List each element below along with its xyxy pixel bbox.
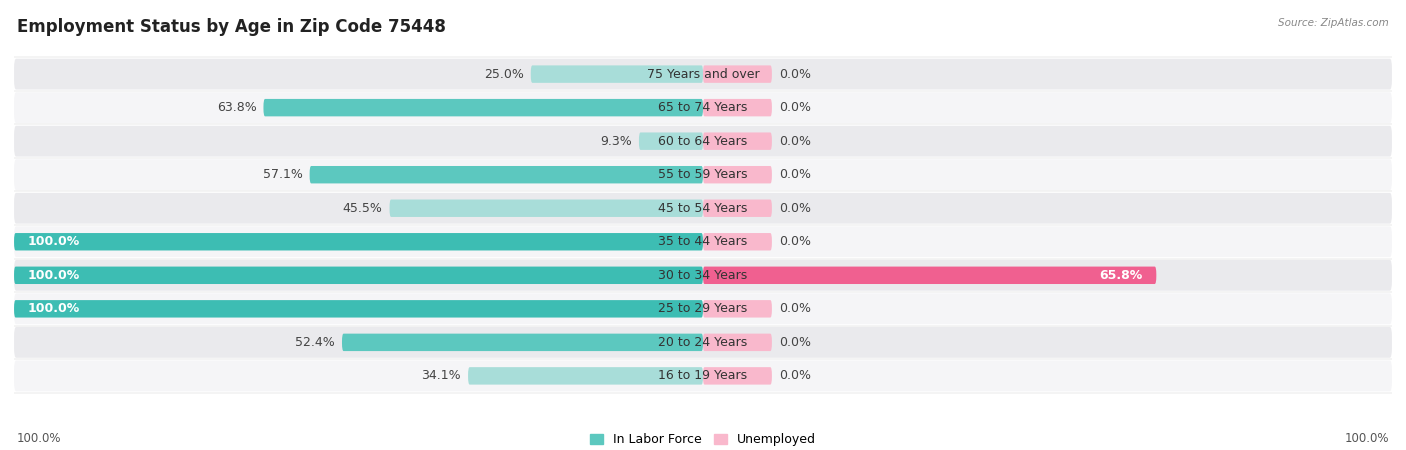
FancyBboxPatch shape: [638, 132, 703, 150]
FancyBboxPatch shape: [14, 300, 703, 318]
Text: 0.0%: 0.0%: [779, 369, 811, 382]
Text: 45 to 54 Years: 45 to 54 Years: [651, 202, 755, 215]
FancyBboxPatch shape: [14, 360, 1392, 392]
Text: 100.0%: 100.0%: [17, 432, 62, 446]
FancyBboxPatch shape: [14, 266, 703, 284]
Text: 65.8%: 65.8%: [1099, 269, 1143, 282]
FancyBboxPatch shape: [703, 199, 772, 217]
Text: 100.0%: 100.0%: [28, 302, 80, 315]
Text: 0.0%: 0.0%: [779, 101, 811, 114]
Text: Employment Status by Age in Zip Code 75448: Employment Status by Age in Zip Code 754…: [17, 18, 446, 36]
FancyBboxPatch shape: [14, 327, 1392, 358]
Legend: In Labor Force, Unemployed: In Labor Force, Unemployed: [585, 428, 821, 450]
Text: 25.0%: 25.0%: [484, 68, 524, 81]
Text: 0.0%: 0.0%: [779, 168, 811, 181]
Text: 0.0%: 0.0%: [779, 235, 811, 248]
FancyBboxPatch shape: [263, 99, 703, 117]
FancyBboxPatch shape: [468, 367, 703, 385]
Text: 45.5%: 45.5%: [343, 202, 382, 215]
Text: 75 Years and over: 75 Years and over: [638, 68, 768, 81]
Text: 65 to 74 Years: 65 to 74 Years: [651, 101, 755, 114]
FancyBboxPatch shape: [14, 92, 1392, 123]
Text: 55 to 59 Years: 55 to 59 Years: [650, 168, 756, 181]
FancyBboxPatch shape: [703, 333, 772, 351]
FancyBboxPatch shape: [703, 132, 772, 150]
Text: 100.0%: 100.0%: [28, 235, 80, 248]
Text: 20 to 24 Years: 20 to 24 Years: [651, 336, 755, 349]
FancyBboxPatch shape: [342, 333, 703, 351]
Text: 63.8%: 63.8%: [217, 101, 256, 114]
Text: 25 to 29 Years: 25 to 29 Years: [651, 302, 755, 315]
Text: 30 to 34 Years: 30 to 34 Years: [651, 269, 755, 282]
Text: 100.0%: 100.0%: [1344, 432, 1389, 446]
Text: 35 to 44 Years: 35 to 44 Years: [651, 235, 755, 248]
FancyBboxPatch shape: [14, 226, 1392, 257]
Text: Source: ZipAtlas.com: Source: ZipAtlas.com: [1278, 18, 1389, 28]
FancyBboxPatch shape: [703, 65, 772, 83]
Text: 0.0%: 0.0%: [779, 336, 811, 349]
FancyBboxPatch shape: [531, 65, 703, 83]
FancyBboxPatch shape: [389, 199, 703, 217]
FancyBboxPatch shape: [309, 166, 703, 184]
FancyBboxPatch shape: [14, 233, 703, 251]
FancyBboxPatch shape: [14, 58, 1392, 90]
Text: 16 to 19 Years: 16 to 19 Years: [651, 369, 755, 382]
FancyBboxPatch shape: [14, 126, 1392, 157]
Text: 9.3%: 9.3%: [600, 135, 633, 148]
Text: 60 to 64 Years: 60 to 64 Years: [651, 135, 755, 148]
FancyBboxPatch shape: [703, 99, 772, 117]
Text: 57.1%: 57.1%: [263, 168, 302, 181]
FancyBboxPatch shape: [703, 266, 1156, 284]
Text: 100.0%: 100.0%: [28, 269, 80, 282]
Text: 0.0%: 0.0%: [779, 202, 811, 215]
FancyBboxPatch shape: [14, 293, 1392, 324]
FancyBboxPatch shape: [703, 367, 772, 385]
FancyBboxPatch shape: [703, 300, 772, 318]
FancyBboxPatch shape: [14, 260, 1392, 291]
FancyBboxPatch shape: [703, 233, 772, 251]
Text: 52.4%: 52.4%: [295, 336, 335, 349]
Text: 0.0%: 0.0%: [779, 135, 811, 148]
Text: 0.0%: 0.0%: [779, 68, 811, 81]
Text: 34.1%: 34.1%: [422, 369, 461, 382]
FancyBboxPatch shape: [14, 159, 1392, 190]
FancyBboxPatch shape: [14, 193, 1392, 224]
Text: 0.0%: 0.0%: [779, 302, 811, 315]
FancyBboxPatch shape: [703, 166, 772, 184]
